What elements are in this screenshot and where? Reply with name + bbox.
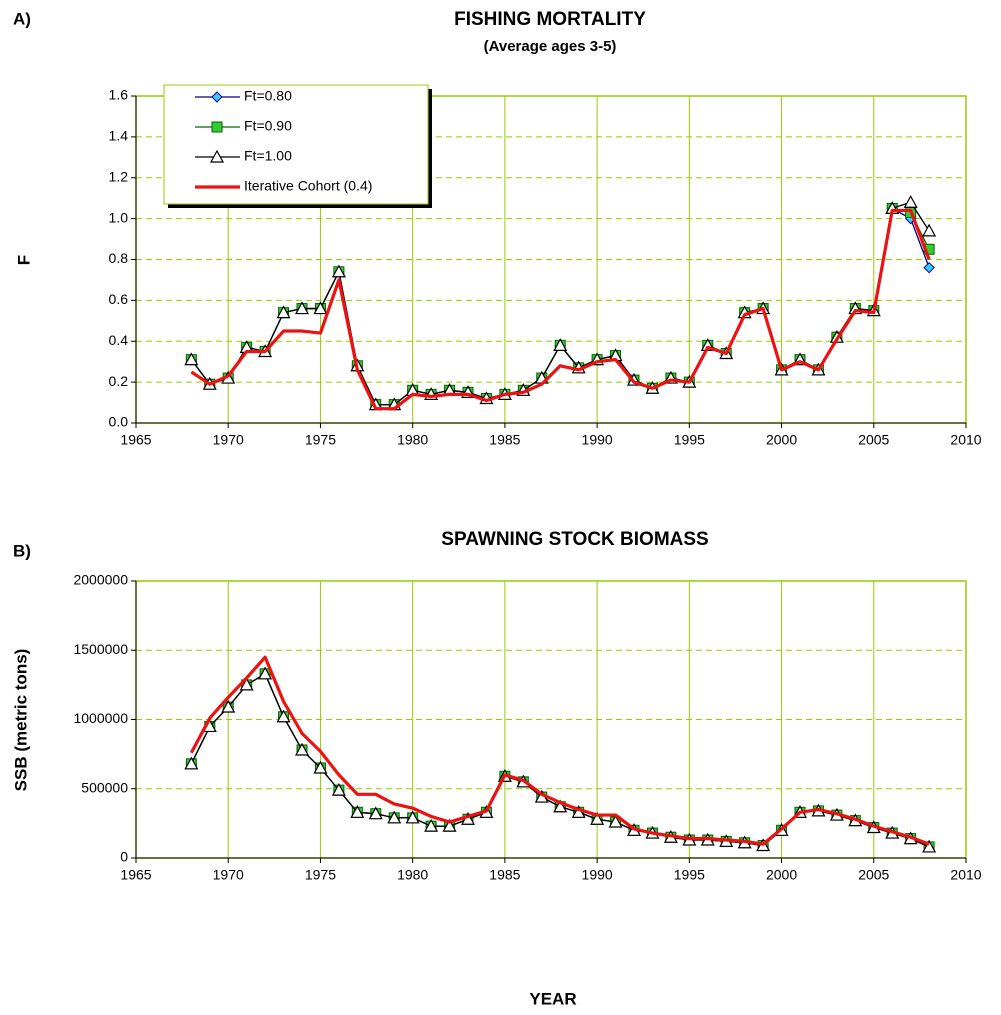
- x-tick-label: 1990: [582, 432, 613, 448]
- marker: [331, 264, 346, 278]
- y-axis-label: F: [14, 255, 33, 265]
- x-tick-label: 1995: [674, 432, 705, 448]
- marker: [239, 677, 254, 691]
- legend-label: Ft=1.00: [244, 148, 292, 164]
- y-tick-label: 1.4: [109, 128, 129, 144]
- y-tick-label: 1.2: [109, 168, 129, 184]
- y-tick-label: 0.0: [109, 414, 129, 430]
- y-tick-label: 1.6: [109, 87, 129, 103]
- marker: [184, 352, 199, 366]
- y-tick-label: 0.2: [109, 373, 129, 389]
- x-tick-label: 1985: [489, 432, 520, 448]
- legend-marker: [209, 149, 225, 163]
- chart-subtitle: (Average ages 3-5): [484, 38, 617, 55]
- y-tick-label: 0.6: [109, 291, 129, 307]
- y-tick-label: 1500000: [73, 641, 128, 657]
- marker: [331, 782, 346, 796]
- marker: [294, 742, 310, 756]
- chart-title: SPAWNING STOCK BIOMASS: [441, 529, 708, 550]
- marker: [313, 301, 328, 315]
- marker: [387, 810, 402, 824]
- y-tick-label: 1000000: [73, 710, 128, 726]
- marker: [276, 305, 291, 319]
- x-tick-label: 1965: [120, 867, 151, 883]
- marker: [553, 338, 568, 351]
- marker: [184, 756, 199, 770]
- series-line: [190, 208, 931, 411]
- x-tick-label: 1980: [397, 867, 428, 883]
- x-tick-label: 1975: [305, 867, 336, 883]
- legend-label: Ft=0.80: [244, 88, 292, 104]
- y-tick-label: 0.4: [109, 332, 129, 348]
- marker: [903, 195, 918, 208]
- y-tick-label: 1.0: [109, 209, 129, 225]
- panel-label: A): [13, 9, 31, 28]
- x-tick-label: 1970: [213, 867, 244, 883]
- marker: [276, 709, 291, 723]
- legend-marker: [211, 121, 223, 133]
- marker: [590, 811, 605, 825]
- marker: [922, 223, 937, 237]
- marker: [553, 799, 568, 813]
- marker: [368, 806, 383, 820]
- x-tick-label: 2000: [766, 867, 797, 883]
- x-tick-label: 2005: [858, 432, 889, 448]
- marker: [221, 699, 236, 713]
- panel-label: B): [13, 541, 31, 560]
- x-tick-label: 1970: [213, 432, 244, 448]
- marker: [350, 805, 365, 818]
- x-axis-label: YEAR: [529, 989, 576, 1008]
- marker: [405, 810, 420, 824]
- legend: [163, 84, 429, 205]
- marker: [258, 666, 273, 680]
- x-tick-label: 2010: [950, 432, 981, 448]
- x-tick-label: 1995: [674, 867, 705, 883]
- x-tick-label: 2000: [766, 432, 797, 448]
- legend-label: Ft=0.90: [244, 118, 292, 134]
- x-tick-label: 1975: [305, 432, 336, 448]
- x-tick-label: 1990: [582, 867, 613, 883]
- y-tick-label: 500000: [81, 779, 128, 795]
- x-tick-label: 1965: [120, 432, 151, 448]
- y-tick-label: 2000000: [73, 572, 128, 588]
- marker: [442, 818, 457, 832]
- marker: [424, 818, 439, 832]
- series-line: [189, 655, 930, 846]
- y-axis-label: SSB (metric tons): [11, 649, 30, 792]
- marker: [294, 301, 310, 315]
- x-tick-label: 1985: [489, 867, 520, 883]
- marker: [923, 261, 935, 274]
- legend-marker: [211, 91, 223, 103]
- marker: [922, 839, 937, 853]
- legend-label: Iterative Cohort (0.4): [244, 178, 372, 194]
- y-tick-label: 0: [120, 849, 128, 865]
- marker: [608, 814, 623, 828]
- x-tick-label: 1980: [397, 432, 428, 448]
- y-tick-label: 0.8: [109, 250, 129, 266]
- marker: [313, 760, 328, 774]
- x-tick-label: 2005: [858, 867, 889, 883]
- x-tick-label: 2010: [950, 867, 981, 883]
- chart-title: FISHING MORTALITY: [454, 9, 646, 30]
